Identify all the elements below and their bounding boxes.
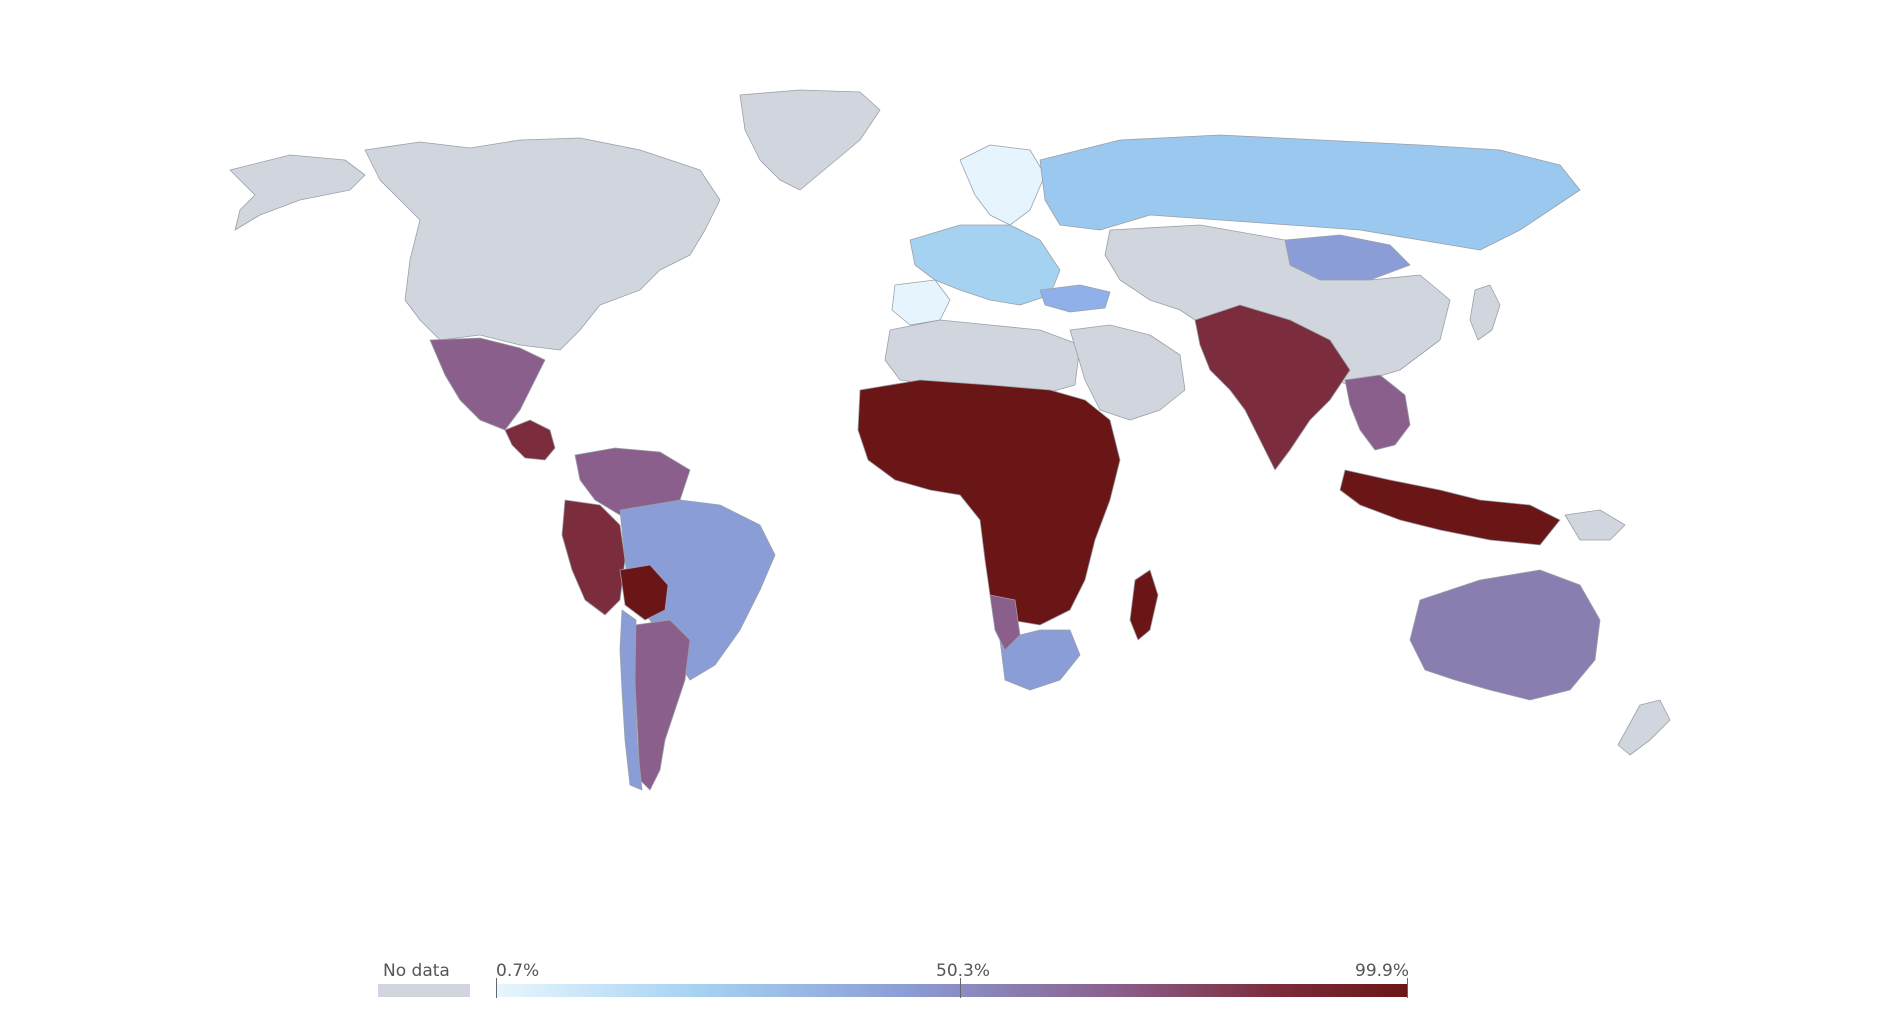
country-indonesia[interactable] bbox=[1339, 469, 1561, 546]
country-south-asia[interactable] bbox=[1194, 304, 1351, 471]
country-china-central-asia[interactable] bbox=[1104, 224, 1451, 386]
country-alaska[interactable] bbox=[229, 154, 366, 231]
country-scandinavia[interactable] bbox=[959, 144, 1046, 226]
country-peru-ecuador[interactable] bbox=[561, 499, 626, 616]
country-southern-africa[interactable] bbox=[999, 629, 1081, 691]
country-russia[interactable] bbox=[1039, 134, 1581, 251]
country-mexico[interactable] bbox=[429, 337, 546, 431]
legend-mid-label: 50.3% bbox=[936, 961, 990, 981]
country-southeast-asia[interactable] bbox=[1344, 374, 1411, 451]
country-australia[interactable] bbox=[1409, 569, 1601, 701]
country-turkey[interactable] bbox=[1039, 284, 1111, 313]
country-middle-east[interactable] bbox=[1069, 324, 1186, 421]
country-north-africa[interactable] bbox=[884, 319, 1081, 396]
country-papua-new-guinea[interactable] bbox=[1564, 509, 1626, 541]
legend-color-bar bbox=[496, 984, 1408, 997]
country-japan[interactable] bbox=[1469, 284, 1501, 341]
legend: No data 0.7% 50.3% 99.9% bbox=[378, 961, 1409, 998]
country-bolivia[interactable] bbox=[619, 564, 669, 621]
legend-no-data-label: No data bbox=[383, 961, 450, 981]
country-madagascar[interactable] bbox=[1129, 569, 1159, 641]
country-iberia[interactable] bbox=[891, 279, 951, 326]
legend-max-label: 99.9% bbox=[1355, 961, 1409, 981]
country-chile[interactable] bbox=[619, 609, 643, 791]
legend-no-data-swatch bbox=[378, 984, 470, 997]
country-namibia[interactable] bbox=[989, 594, 1021, 651]
country-new-zealand[interactable] bbox=[1617, 699, 1671, 756]
country-argentina[interactable] bbox=[631, 619, 691, 791]
countries-layer bbox=[229, 89, 1671, 791]
country-greenland[interactable] bbox=[739, 89, 881, 191]
country-north-america-canada-usa[interactable] bbox=[364, 137, 721, 351]
country-western-europe[interactable] bbox=[909, 224, 1061, 306]
legend-min-label: 0.7% bbox=[496, 961, 539, 981]
country-sub-saharan-africa[interactable] bbox=[857, 379, 1121, 626]
country-central-america[interactable] bbox=[504, 419, 556, 461]
